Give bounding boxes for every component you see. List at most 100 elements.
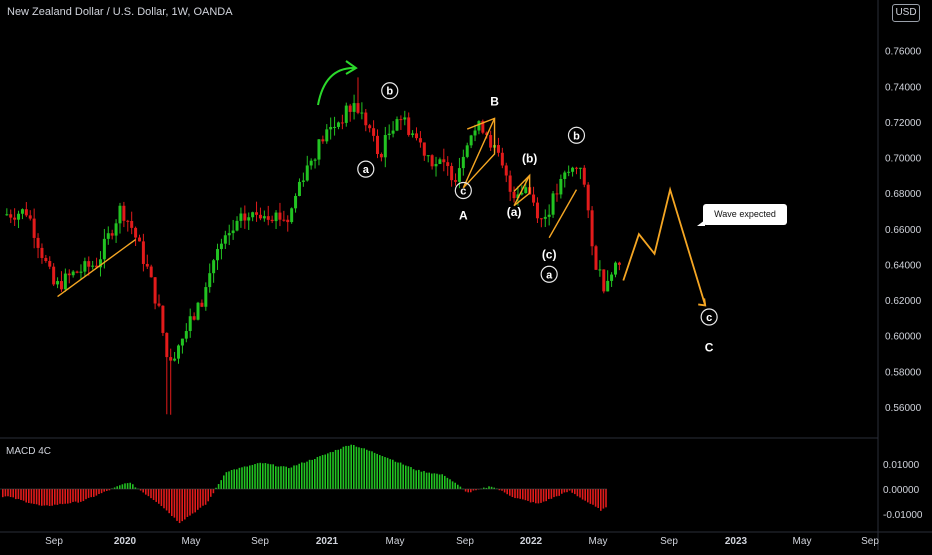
macd-tick-label: 0.00000 — [883, 485, 920, 496]
macd-bar — [67, 489, 69, 504]
macd-bar — [20, 489, 22, 501]
macd-bar — [384, 457, 386, 489]
candle-body — [286, 219, 290, 223]
macd-tick-label: -0.01000 — [883, 510, 923, 521]
trend-line — [513, 175, 531, 206]
macd-bar — [605, 489, 607, 508]
candle-body — [71, 271, 75, 276]
macd-bar — [392, 459, 394, 489]
candle-body — [375, 135, 379, 155]
candle-body — [231, 230, 235, 234]
candle-body — [301, 180, 305, 182]
candle-body — [239, 213, 243, 221]
macd-bar — [129, 482, 131, 489]
macd-bar — [449, 479, 451, 489]
candle-body — [196, 302, 200, 320]
macd-bar — [54, 489, 56, 505]
price-tick-label: 0.60000 — [885, 332, 922, 343]
currency-badge[interactable]: USD — [892, 4, 920, 22]
macd-bar — [212, 489, 215, 494]
macd-bar — [516, 489, 519, 499]
macd-bar — [145, 489, 147, 495]
macd-bar — [202, 489, 204, 506]
macd-bar — [35, 489, 38, 505]
macd-bar — [355, 446, 358, 489]
candle-body — [485, 132, 489, 136]
candle-body — [59, 281, 63, 290]
candle-body — [454, 180, 458, 182]
macd-bar — [256, 463, 259, 489]
candle-body — [547, 214, 551, 217]
macd-bar — [490, 486, 493, 489]
time-tick-label: 2022 — [520, 536, 543, 547]
candle-body — [340, 122, 344, 124]
macd-bar — [25, 489, 27, 503]
candle-body — [617, 262, 621, 265]
candle-body — [539, 218, 543, 220]
macd-bar — [282, 466, 285, 489]
price-tick-label: 0.56000 — [885, 403, 922, 414]
candle-body — [457, 168, 461, 182]
macd-bar — [373, 452, 376, 489]
candle-body — [20, 209, 24, 214]
macd-bar — [95, 489, 98, 496]
candle-body — [75, 271, 79, 273]
macd-bar — [340, 448, 342, 489]
macd-bar — [9, 489, 12, 498]
macd-bar — [446, 477, 449, 489]
macd-bar — [358, 447, 360, 489]
candle-body — [251, 212, 255, 218]
candle-body — [551, 193, 555, 215]
macd-bar — [498, 489, 501, 491]
candle-body — [461, 156, 465, 169]
candle-body — [24, 209, 28, 216]
macd-bar — [186, 489, 189, 517]
candle-body — [141, 241, 145, 264]
macd-bar — [207, 489, 209, 502]
macd-bar — [132, 484, 134, 489]
macd-bar — [80, 489, 82, 502]
macd-bar — [470, 489, 472, 493]
macd-bar — [74, 489, 77, 502]
macd-bar — [576, 489, 579, 497]
macd-bar — [277, 466, 280, 489]
candle-body — [606, 280, 610, 292]
macd-bar — [87, 489, 90, 498]
macd-bar — [160, 489, 163, 506]
candle-body — [67, 273, 71, 276]
macd-bar — [433, 473, 436, 489]
candle-body — [32, 218, 36, 238]
macd-bar — [150, 489, 152, 499]
projection-path — [622, 186, 707, 306]
candle-body — [364, 112, 368, 126]
macd-bar — [7, 489, 9, 497]
wave-label: A — [459, 208, 468, 222]
time-tick-label: Sep — [251, 536, 269, 547]
macd-bar — [197, 489, 199, 510]
macd-bar — [181, 489, 183, 522]
candle-body — [567, 171, 571, 173]
projection-arrowhead-icon — [698, 298, 707, 307]
macd-bar — [568, 489, 571, 491]
time-tick-label: May — [589, 536, 608, 547]
candle-body — [442, 159, 446, 163]
candle-body — [469, 135, 473, 146]
macd-bar — [28, 489, 30, 504]
candle-body — [574, 167, 578, 169]
macd-bar — [301, 462, 303, 489]
candle-body — [137, 237, 141, 242]
macd-bar — [428, 472, 430, 489]
macd-bar — [142, 489, 144, 493]
macd-bar — [475, 489, 477, 491]
macd-bar — [553, 489, 555, 498]
macd-bar — [254, 464, 256, 489]
price-tick-label: 0.68000 — [885, 189, 922, 200]
price-tick-label: 0.64000 — [885, 260, 922, 271]
macd-bar — [33, 489, 35, 504]
macd-bar — [134, 487, 137, 489]
candle-body — [411, 133, 415, 135]
macd-bar — [540, 489, 542, 503]
